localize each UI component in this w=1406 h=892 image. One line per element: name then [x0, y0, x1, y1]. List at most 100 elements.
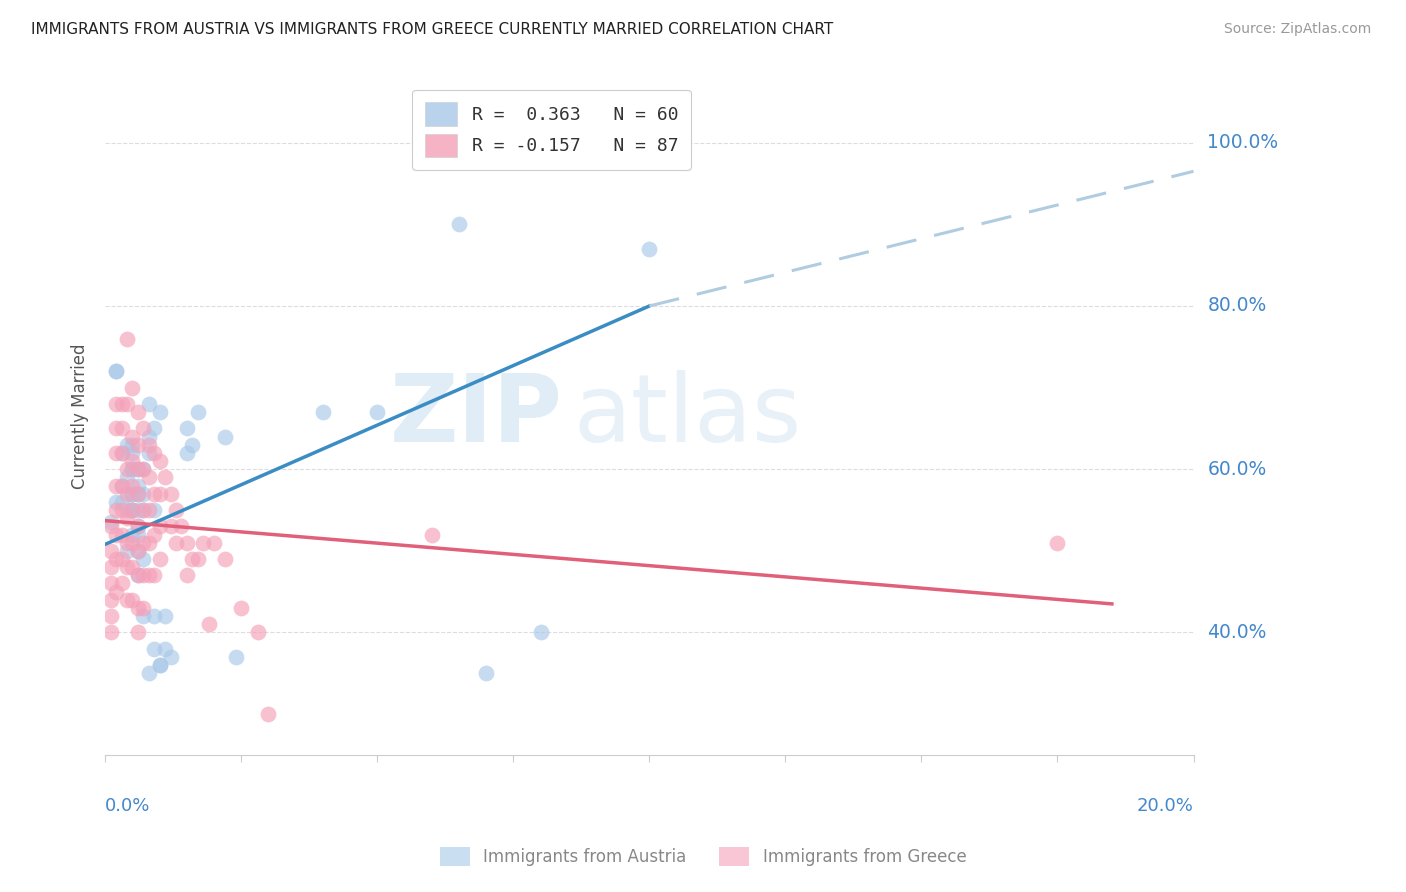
- Point: [121, 462, 143, 476]
- Point: [110, 576, 132, 591]
- Point: [121, 454, 143, 468]
- Point: [159, 649, 181, 664]
- Point: [110, 527, 132, 541]
- Point: [105, 584, 128, 599]
- Text: 20.0%: 20.0%: [1136, 797, 1194, 814]
- Point: [100, 609, 122, 624]
- Point: [115, 535, 138, 549]
- Point: [143, 503, 166, 517]
- Point: [312, 405, 335, 419]
- Point: [420, 527, 443, 541]
- Point: [191, 535, 214, 549]
- Point: [121, 486, 143, 500]
- Point: [138, 438, 160, 452]
- Point: [138, 429, 160, 443]
- Point: [143, 609, 166, 624]
- Point: [181, 552, 204, 566]
- Point: [143, 527, 166, 541]
- Point: [475, 666, 498, 681]
- Text: 60.0%: 60.0%: [1208, 459, 1267, 479]
- Point: [127, 601, 149, 615]
- Point: [149, 405, 172, 419]
- Point: [127, 478, 149, 492]
- Point: [1046, 535, 1069, 549]
- Text: atlas: atlas: [574, 370, 801, 462]
- Point: [127, 486, 149, 500]
- Point: [143, 486, 166, 500]
- Point: [138, 568, 160, 582]
- Point: [149, 454, 172, 468]
- Point: [132, 503, 155, 517]
- Point: [202, 535, 225, 549]
- Point: [105, 421, 128, 435]
- Point: [138, 666, 160, 681]
- Point: [149, 658, 172, 673]
- Point: [100, 516, 122, 530]
- Point: [153, 609, 176, 624]
- Point: [132, 462, 155, 476]
- Point: [105, 364, 128, 378]
- Point: [121, 535, 143, 549]
- Point: [132, 568, 155, 582]
- Point: [149, 486, 172, 500]
- Point: [132, 462, 155, 476]
- Legend: Immigrants from Austria, Immigrants from Greece: Immigrants from Austria, Immigrants from…: [433, 840, 973, 873]
- Point: [100, 544, 122, 558]
- Point: [105, 552, 128, 566]
- Point: [115, 397, 138, 411]
- Point: [121, 438, 143, 452]
- Point: [127, 519, 149, 533]
- Point: [176, 568, 198, 582]
- Point: [121, 446, 143, 460]
- Point: [132, 421, 155, 435]
- Point: [529, 625, 551, 640]
- Point: [115, 544, 138, 558]
- Point: [115, 503, 138, 517]
- Point: [181, 438, 204, 452]
- Point: [115, 462, 138, 476]
- Text: 0.0%: 0.0%: [105, 797, 150, 814]
- Point: [197, 617, 219, 632]
- Point: [100, 625, 122, 640]
- Point: [143, 641, 166, 656]
- Point: [132, 503, 155, 517]
- Point: [110, 495, 132, 509]
- Point: [110, 421, 132, 435]
- Point: [127, 527, 149, 541]
- Point: [149, 519, 172, 533]
- Point: [100, 560, 122, 574]
- Text: 40.0%: 40.0%: [1208, 623, 1267, 642]
- Point: [121, 462, 143, 476]
- Point: [121, 592, 143, 607]
- Point: [110, 552, 132, 566]
- Point: [105, 503, 128, 517]
- Point: [121, 503, 143, 517]
- Point: [110, 503, 132, 517]
- Point: [132, 535, 155, 549]
- Point: [121, 478, 143, 492]
- Point: [127, 568, 149, 582]
- Point: [115, 560, 138, 574]
- Point: [127, 544, 149, 558]
- Point: [127, 438, 149, 452]
- Point: [153, 641, 176, 656]
- Point: [176, 446, 198, 460]
- Point: [121, 429, 143, 443]
- Point: [121, 527, 143, 541]
- Point: [257, 707, 280, 722]
- Point: [127, 462, 149, 476]
- Point: [246, 625, 269, 640]
- Text: ZIP: ZIP: [389, 370, 562, 462]
- Point: [121, 560, 143, 574]
- Text: 100.0%: 100.0%: [1208, 133, 1278, 153]
- Point: [138, 503, 160, 517]
- Point: [231, 601, 253, 615]
- Point: [132, 609, 155, 624]
- Point: [366, 405, 388, 419]
- Point: [127, 625, 149, 640]
- Point: [127, 462, 149, 476]
- Point: [225, 649, 247, 664]
- Point: [132, 486, 155, 500]
- Point: [138, 470, 160, 484]
- Point: [132, 552, 155, 566]
